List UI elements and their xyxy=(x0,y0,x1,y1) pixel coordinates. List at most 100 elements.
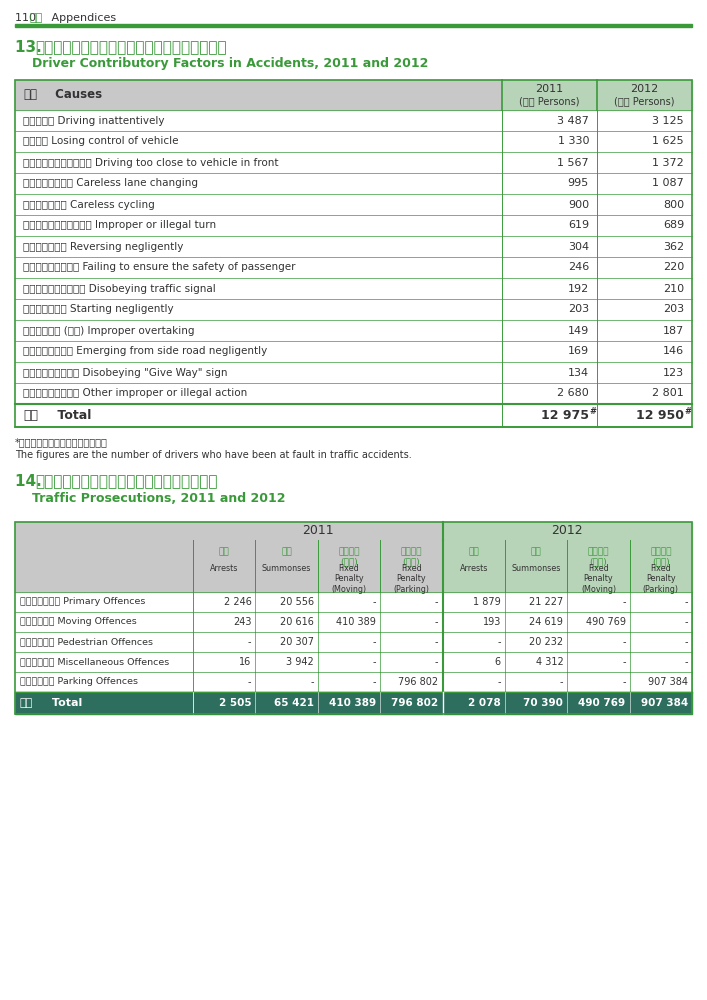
Text: 1 087: 1 087 xyxy=(653,178,684,188)
Text: 490 769: 490 769 xyxy=(578,698,626,708)
Text: 220: 220 xyxy=(662,262,684,272)
Text: The figures are the number of drivers who have been at fault in traffic accident: The figures are the number of drivers wh… xyxy=(15,450,411,460)
Text: 合計: 合計 xyxy=(20,698,33,708)
Text: 定額罰款
(行車): 定額罰款 (行車) xyxy=(588,547,609,566)
Text: (人數 Persons): (人數 Persons) xyxy=(519,96,580,106)
Text: 2012: 2012 xyxy=(551,524,583,538)
Text: 定額罰款
(泊車): 定額罰款 (泊車) xyxy=(650,547,672,566)
Text: 違例泊車事件 Parking Offences: 違例泊車事件 Parking Offences xyxy=(20,678,138,686)
Text: -: - xyxy=(373,657,376,667)
Text: 490 769: 490 769 xyxy=(585,617,626,627)
Text: 2 078: 2 078 xyxy=(468,698,501,708)
Text: -: - xyxy=(622,677,626,687)
Text: 沒有確保乘客的安全 Failing to ensure the safety of passenger: 沒有確保乘客的安全 Failing to ensure the safety o… xyxy=(23,262,296,272)
Bar xyxy=(443,540,505,592)
Text: 1 372: 1 372 xyxy=(653,157,684,167)
Text: -: - xyxy=(498,637,501,647)
Text: 原因: 原因 xyxy=(23,89,37,102)
Text: #: # xyxy=(589,407,596,416)
Text: 192: 192 xyxy=(568,284,589,294)
Text: 14.: 14. xyxy=(15,475,47,489)
Text: 907 384: 907 384 xyxy=(641,698,688,708)
Text: 雜項違例事件 Miscellaneous Offences: 雜項違例事件 Miscellaneous Offences xyxy=(20,658,169,666)
Text: 合計: 合計 xyxy=(23,409,38,422)
Text: Fixed
Penalty
(Parking): Fixed Penalty (Parking) xyxy=(393,564,429,594)
Text: Total: Total xyxy=(48,698,82,708)
Text: 304: 304 xyxy=(568,241,589,251)
Text: 不適當地超車 (扒頭) Improper overtaking: 不適當地超車 (扒頭) Improper overtaking xyxy=(23,326,194,336)
Text: 1 625: 1 625 xyxy=(653,136,684,146)
Text: 拘捕: 拘捕 xyxy=(218,547,230,556)
Text: 3 942: 3 942 xyxy=(286,657,314,667)
Text: 149: 149 xyxy=(568,326,589,336)
Text: -: - xyxy=(435,637,438,647)
Text: 不小心轉換行車線 Careless lane changing: 不小心轉換行車線 Careless lane changing xyxy=(23,178,198,188)
Bar xyxy=(193,540,255,592)
Text: 203: 203 xyxy=(568,304,589,314)
Text: 傳票: 傳票 xyxy=(281,547,292,556)
Text: 110: 110 xyxy=(15,13,40,23)
Text: 20 232: 20 232 xyxy=(529,637,563,647)
Text: 246: 246 xyxy=(568,262,589,272)
Text: -: - xyxy=(373,597,376,607)
Text: *數字為引致交通意外的司機人數。: *數字為引致交通意外的司機人數。 xyxy=(15,437,108,447)
Text: 行車時太貼近前面的車輛 Driving too close to vehicle in front: 行車時太貼近前面的車輛 Driving too close to vehicle… xyxy=(23,157,279,167)
Text: 不適當地或不合法地轉向 Improper or illegal turn: 不適當地或不合法地轉向 Improper or illegal turn xyxy=(23,221,216,231)
Text: 2 680: 2 680 xyxy=(557,388,589,398)
Text: 20 616: 20 616 xyxy=(280,617,314,627)
Text: 2012: 2012 xyxy=(631,84,659,94)
Bar xyxy=(502,80,597,110)
Text: 410 389: 410 389 xyxy=(329,698,376,708)
Text: Driver Contributory Factors in Accidents, 2011 and 2012: Driver Contributory Factors in Accidents… xyxy=(32,57,428,70)
Text: 4 312: 4 312 xyxy=(535,657,563,667)
Text: 其他不當或違法行為 Other improper or illegal action: 其他不當或違法行為 Other improper or illegal acti… xyxy=(23,388,247,398)
Text: 2011: 2011 xyxy=(302,524,334,538)
Text: 不小心騎踏單車 Careless cycling: 不小心騎踏單車 Careless cycling xyxy=(23,200,155,210)
Text: 796 802: 796 802 xyxy=(398,677,438,687)
Text: -: - xyxy=(435,597,438,607)
Bar xyxy=(255,540,317,592)
Text: 6: 6 xyxy=(495,657,501,667)
Bar xyxy=(15,692,692,714)
Text: 210: 210 xyxy=(663,284,684,294)
Text: 拘捕: 拘捕 xyxy=(468,547,479,556)
Text: 193: 193 xyxy=(482,617,501,627)
Text: -: - xyxy=(622,637,626,647)
Text: 619: 619 xyxy=(568,221,589,231)
Text: -: - xyxy=(435,657,438,667)
Text: Causes: Causes xyxy=(51,89,102,102)
Text: 違例行車事件 Moving Offences: 違例行車事件 Moving Offences xyxy=(20,617,136,626)
Text: 187: 187 xyxy=(662,326,684,336)
Bar xyxy=(15,522,193,540)
Text: -: - xyxy=(435,617,438,627)
Text: -: - xyxy=(248,637,252,647)
Text: -: - xyxy=(560,677,563,687)
Text: Arrests: Arrests xyxy=(210,564,238,573)
Bar xyxy=(567,540,630,592)
Text: 3 125: 3 125 xyxy=(653,115,684,125)
Text: 12 975: 12 975 xyxy=(541,409,589,422)
Text: 1 330: 1 330 xyxy=(558,136,589,146)
Text: 20 307: 20 307 xyxy=(280,637,314,647)
Text: -: - xyxy=(248,677,252,687)
Text: -: - xyxy=(684,657,688,667)
Text: 796 802: 796 802 xyxy=(392,698,438,708)
Text: Traffic Prosecutions, 2011 and 2012: Traffic Prosecutions, 2011 and 2012 xyxy=(32,491,286,504)
Text: Summonses: Summonses xyxy=(262,564,311,573)
Text: 134: 134 xyxy=(568,367,589,377)
Bar xyxy=(15,24,692,26)
Text: 定額罰款
(行車): 定額罰款 (行車) xyxy=(338,547,360,566)
Text: 800: 800 xyxy=(663,200,684,210)
Text: 146: 146 xyxy=(663,347,684,357)
Text: 70 390: 70 390 xyxy=(523,698,563,708)
Text: 較嚴重違例事件 Primary Offences: 較嚴重違例事件 Primary Offences xyxy=(20,597,146,606)
Text: 2 801: 2 801 xyxy=(653,388,684,398)
Text: 362: 362 xyxy=(663,241,684,251)
Text: 二零一一及二零一二年涉及司機的交通意外成因: 二零一一及二零一二年涉及司機的交通意外成因 xyxy=(35,40,227,55)
Bar xyxy=(630,540,692,592)
Text: Fixed
Penalty
(Parking): Fixed Penalty (Parking) xyxy=(643,564,679,594)
Text: 689: 689 xyxy=(662,221,684,231)
Text: 1 567: 1 567 xyxy=(557,157,589,167)
Text: 不遵照交通燈號的指示 Disobeying traffic signal: 不遵照交通燈號的指示 Disobeying traffic signal xyxy=(23,284,216,294)
Text: 243: 243 xyxy=(233,617,252,627)
